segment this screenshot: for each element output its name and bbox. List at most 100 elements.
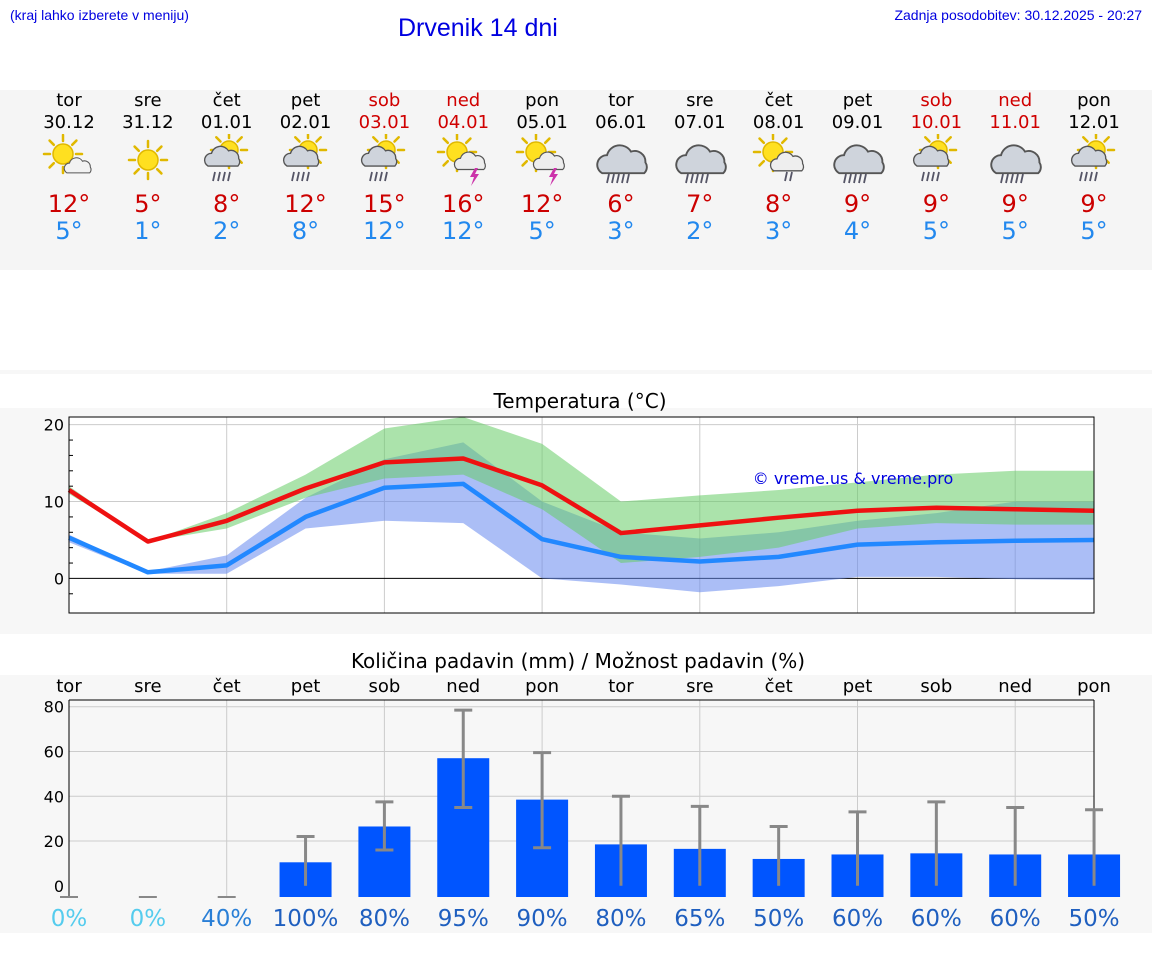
day-date: 04.01 [437, 112, 490, 133]
day-name: ned [446, 90, 481, 111]
day-column: pet 02.01 12° 8° [266, 90, 345, 244]
day-column: pon 05.01 12° 5° [503, 90, 582, 244]
min-temp: 12° [363, 217, 406, 245]
day-date: 10.01 [910, 112, 963, 133]
min-temp: 1° [134, 217, 162, 245]
precip-day-label: tor [608, 676, 634, 697]
day-date: 30.12 [43, 112, 95, 133]
precip-probability-label: 0% [51, 906, 88, 932]
max-temp: 8° [213, 190, 241, 218]
temperature-plot-frame [68, 416, 1095, 614]
day-name: ned [998, 90, 1033, 111]
max-temp: 16° [441, 190, 485, 218]
precip-day-label: pon [525, 676, 559, 697]
cloud-rain-icon [818, 134, 897, 190]
precip-probability-label: 40% [201, 906, 252, 932]
day-column: čet 08.01 8° 3° [739, 90, 818, 244]
day-name: tor [56, 90, 82, 111]
day-name: pet [290, 90, 321, 111]
last-updated: Zadnja posodobitev: 30.12.2025 - 20:27 [894, 7, 1142, 23]
day-column: tor 06.01 6° 3° [581, 90, 660, 244]
max-temp: 9° [1080, 190, 1108, 218]
day-column: ned 04.01 16° 12° [424, 90, 503, 244]
precip-probability-label: 80% [359, 906, 410, 932]
day-name: čet [212, 90, 241, 111]
precip-labels: tor sre čet pet sob ned pon tor sre čet pet sob ned p… [51, 676, 1120, 932]
precip-probability-label: 100% [273, 906, 339, 932]
day-date: 06.01 [595, 112, 647, 133]
max-temp: 6° [607, 190, 635, 218]
sun-cloud-light-rain-icon [739, 134, 818, 190]
min-temp: 3° [765, 217, 793, 245]
precip-probability-label: 90% [517, 906, 568, 932]
max-temp: 12° [284, 190, 327, 218]
min-temp: 12° [441, 217, 485, 245]
max-temp: 9° [843, 190, 872, 218]
sun-cloud-thunder-icon [424, 134, 503, 190]
precip-day-label: ned [446, 676, 480, 697]
watermark-text: © vreme.us & vreme.pro [753, 469, 954, 488]
min-temp-line [68, 481, 1095, 575]
day-date: 12.01 [1068, 112, 1120, 133]
sun-cloud-rain-icon [266, 134, 345, 190]
cloud-rain-icon [581, 134, 660, 190]
max-temp: 9° [922, 190, 950, 218]
min-temp: 5° [55, 217, 83, 245]
min-temp: 5° [1001, 217, 1029, 245]
precip-ytick-label: 20 [44, 832, 64, 851]
day-date: 11.01 [989, 112, 1041, 133]
precip-day-label: sob [920, 676, 952, 697]
max-temp: 15° [363, 190, 406, 218]
day-date: 01.01 [200, 112, 253, 133]
precip-ytick-label: 0 [54, 877, 64, 896]
min-temp: 5° [1080, 217, 1108, 245]
day-name: tor [608, 90, 634, 111]
precip-probability-label: 60% [911, 906, 962, 932]
precip-probability-label: 95% [438, 906, 489, 932]
page-title: Drvenik 14 dni [398, 14, 558, 42]
location-hint: (kraj lahko izberete v meniju) [10, 7, 189, 23]
precip-day-label: tor [56, 676, 82, 697]
precip-ytick-label: 40 [44, 787, 64, 806]
day-date: 07.01 [674, 112, 726, 133]
precip-bars [60, 708, 1121, 898]
min-temp: 3° [607, 217, 635, 245]
precip-probability-label: 50% [1068, 906, 1119, 932]
day-column: ned 11.01 9° 5° [976, 90, 1055, 244]
min-temp: 8° [291, 217, 320, 245]
sun-cloud-rain-icon [897, 134, 976, 190]
sun-cloud-rain-icon [345, 134, 424, 190]
temperature-ytick-label: 20 [44, 416, 64, 435]
precip-day-label: pet [291, 676, 321, 697]
precip-probability-label: 65% [674, 906, 725, 932]
day-date: 02.01 [279, 112, 332, 133]
day-column: pet 09.01 9° 4° [818, 90, 897, 244]
day-column: sre 07.01 7° 2° [660, 90, 739, 244]
precip-chart-bg [0, 675, 1152, 933]
max-temp: 8° [765, 190, 793, 218]
max-temp: 12° [47, 190, 91, 218]
day-name: sob [368, 90, 401, 111]
day-column: sob 10.01 9° 5° [897, 90, 976, 244]
max-temp: 12° [520, 190, 564, 218]
cloud-rain-icon [660, 134, 739, 190]
precip-probability-label: 60% [990, 906, 1041, 932]
precip-day-label: sre [134, 676, 161, 697]
precip-day-label: sob [368, 676, 400, 697]
precip-ytick-label: 80 [44, 698, 64, 717]
sun-cloud-rain-icon [1055, 134, 1134, 190]
day-name: pon [525, 90, 560, 111]
temperature-lines [67, 456, 1095, 575]
day-date: 03.01 [358, 112, 411, 133]
precip-day-label: čet [765, 676, 793, 697]
precip-ytick-label: 60 [44, 742, 64, 761]
day-name: pet [842, 90, 873, 111]
day-column: tor 30.12 12° 5° [30, 90, 109, 244]
day-date: 05.01 [516, 112, 568, 133]
temperature-chart-title: Temperatura (°C) [492, 389, 666, 413]
days-container: tor 30.12 12° 5° sre 31.12 5° 1° čet 01.01 8° 2° pet… [0, 90, 1152, 270]
precip-day-label: pet [843, 676, 873, 697]
cloud-rain-icon [976, 134, 1055, 190]
day-date: 09.01 [831, 112, 884, 133]
